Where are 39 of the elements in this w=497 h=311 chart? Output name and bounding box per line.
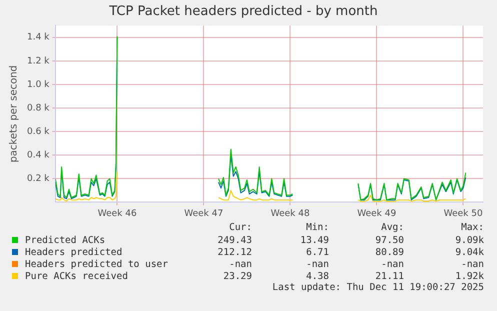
text: -nan <box>228 258 252 270</box>
x-tick-label: Week 48 <box>270 208 310 219</box>
text: -nan <box>305 258 329 270</box>
chart-title: TCP Packet headers predicted - by month <box>108 4 378 20</box>
y-tick-label: 1.4 k <box>26 32 50 43</box>
text: 4.38 <box>305 270 329 282</box>
text: Min: <box>305 222 329 234</box>
y-axis-title: packets per second <box>8 65 20 163</box>
text: 9.09k <box>454 234 484 246</box>
text: Max: <box>460 222 484 234</box>
legend-label: Predicted ACKs <box>25 234 106 246</box>
legend-label: Headers predicted to user <box>25 258 168 270</box>
text: 23.29 <box>222 270 252 282</box>
text: 249.43 <box>216 234 252 246</box>
text: Last update: Thu Dec 11 19:00:27 2025 <box>271 282 484 294</box>
legend-label: Pure ACKs received <box>25 270 128 282</box>
x-tick-label: Week 49 <box>357 208 396 219</box>
y-tick-label: 0.8 k <box>26 103 50 114</box>
text: 21.11 <box>374 270 404 282</box>
x-tick-label: Week 50 <box>444 208 483 219</box>
y-tick-label: 0.4 k <box>26 150 50 160</box>
text: -nan <box>380 258 404 270</box>
text: 212.12 <box>216 246 252 258</box>
text: 6.71 <box>305 246 329 258</box>
text: 9.04k <box>454 246 484 258</box>
text: Cur: <box>228 222 252 234</box>
text: -nan <box>460 258 484 270</box>
y-tick-label: 0.2 k <box>26 174 50 184</box>
x-tick-label: Week 47 <box>184 208 224 219</box>
legend-label: Headers predicted <box>25 246 122 258</box>
text: 97.50 <box>374 234 404 246</box>
x-tick-label: Week 46 <box>98 208 137 219</box>
y-tick-label: 0.6 k <box>26 126 50 137</box>
text: 13.49 <box>299 234 329 246</box>
text: 80.89 <box>374 246 404 258</box>
text: Avg: <box>380 222 404 234</box>
y-tick-label: 1.2 k <box>26 56 50 66</box>
text: 1.92k <box>454 270 484 282</box>
y-tick-label: 1.0 k <box>26 80 50 90</box>
